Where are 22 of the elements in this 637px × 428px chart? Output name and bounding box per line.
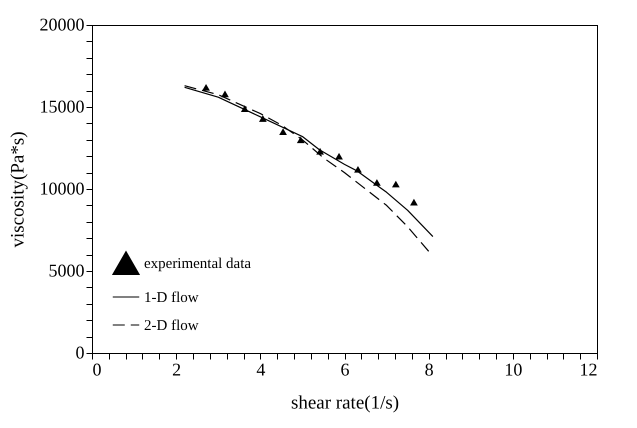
x-tick-label: 6 bbox=[340, 360, 350, 380]
x-tick-label: 8 bbox=[424, 360, 434, 380]
point bbox=[410, 198, 418, 206]
x-tick-label: 2 bbox=[172, 360, 182, 380]
x-tick-label: 12 bbox=[580, 360, 598, 380]
y-tick-label: 10000 bbox=[40, 178, 84, 198]
x-tick-label: 4 bbox=[256, 360, 266, 380]
legend-label: 2-D flow bbox=[144, 318, 199, 334]
x-tick-label: 0 bbox=[92, 360, 102, 380]
y-axis-title: viscosity(Pa*s) bbox=[8, 131, 28, 248]
point bbox=[202, 84, 210, 91]
x-tick-label: 10 bbox=[504, 360, 522, 380]
y-tick-label: 5000 bbox=[48, 260, 84, 280]
point bbox=[335, 152, 343, 160]
y-tick-label: 20000 bbox=[40, 14, 84, 34]
point bbox=[279, 128, 287, 135]
y-tick-label: 15000 bbox=[40, 96, 84, 116]
legend-label: 1-D flow bbox=[144, 290, 199, 306]
point bbox=[392, 180, 400, 188]
legend-label: experimental data bbox=[144, 256, 252, 272]
y-tick-label: 0 bbox=[76, 342, 84, 362]
x-axis-title: shear rate(1/s) bbox=[290, 392, 400, 414]
